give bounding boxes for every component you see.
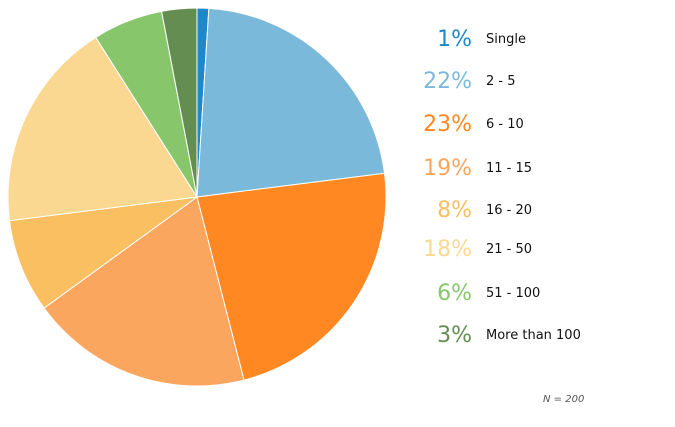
legend-item: 3% More than 100 bbox=[400, 320, 660, 352]
pie-slice-5 bbox=[8, 196, 198, 309]
legend-item: 23% 6 - 10 bbox=[400, 109, 660, 141]
legend-percentage: 6% bbox=[437, 281, 472, 306]
legend-item: 6% 51 - 100 bbox=[400, 278, 660, 310]
pie-slice-6 bbox=[7, 36, 198, 222]
legend-label: 11 - 15 bbox=[486, 161, 533, 176]
legend-percentage: 18% bbox=[423, 237, 472, 262]
legend-percentage: 23% bbox=[423, 112, 472, 137]
legend-item: 19% 11 - 15 bbox=[400, 153, 660, 185]
legend-item: 18% 21 - 50 bbox=[400, 234, 660, 266]
pie-slice-8 bbox=[160, 7, 198, 198]
legend-percentage: 1% bbox=[437, 27, 472, 52]
legend-percentage: 3% bbox=[437, 323, 472, 348]
legend-percentage: 19% bbox=[423, 156, 472, 181]
pie-chart bbox=[7, 7, 387, 387]
legend-percentage: 8% bbox=[437, 198, 472, 223]
legend-label: Single bbox=[486, 32, 526, 47]
pie-slice-3 bbox=[196, 172, 387, 381]
legend-percentage: 22% bbox=[423, 69, 472, 94]
legend-label: 6 - 10 bbox=[486, 117, 524, 132]
legend-item: 22% 2 - 5 bbox=[400, 66, 660, 98]
legend-label: 16 - 20 bbox=[486, 203, 533, 218]
legend-label: 2 - 5 bbox=[486, 74, 516, 89]
pie-slice-2 bbox=[196, 7, 386, 198]
legend-label: 21 - 50 bbox=[486, 242, 533, 257]
legend-item: 1% Single bbox=[400, 24, 660, 56]
legend-item: 8% 16 - 20 bbox=[400, 195, 660, 227]
pie-slice-4 bbox=[43, 196, 245, 387]
legend-label: 51 - 100 bbox=[486, 286, 541, 301]
sample-size-note: N = 200 bbox=[543, 394, 585, 405]
legend-label: More than 100 bbox=[486, 328, 581, 343]
